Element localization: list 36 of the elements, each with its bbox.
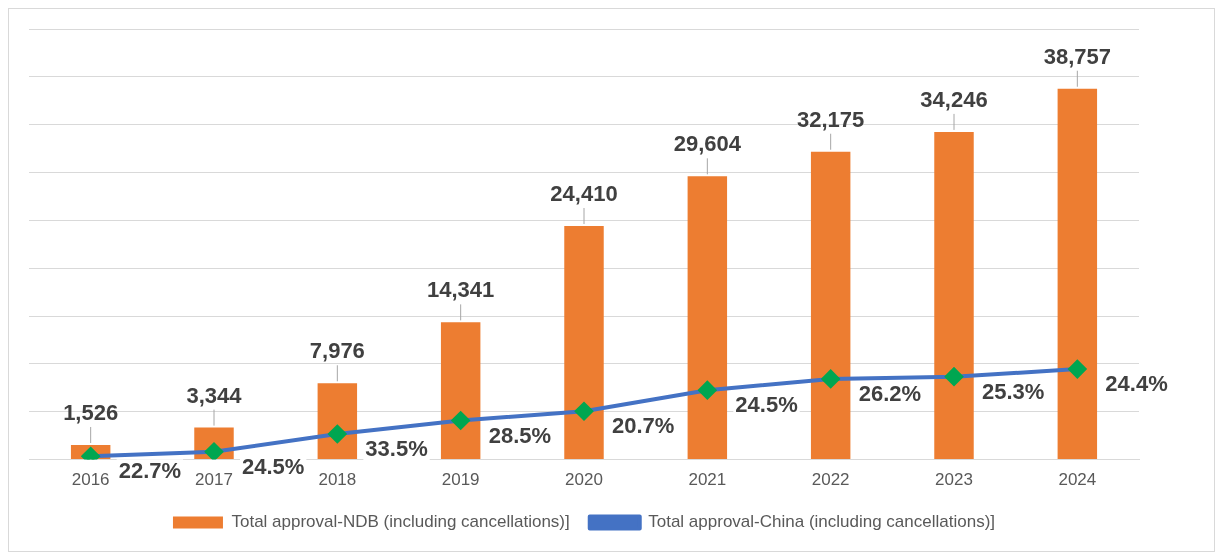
bar (687, 176, 728, 460)
data-label: 29,604 (673, 131, 742, 157)
data-label: 14,341 (427, 277, 495, 303)
annotation: 24.5% (242, 453, 305, 479)
bar (564, 226, 604, 460)
annotation: 22.7% (118, 458, 182, 484)
legend-label: Total approval-NDB (including cancellations)] (231, 512, 570, 532)
x-tick-label: 2021 (688, 470, 727, 490)
annotation: 24.5% (735, 392, 798, 418)
annotation: 33.5% (365, 436, 428, 462)
x-tick-label: 2024 (1058, 470, 1097, 490)
x-tick-label: 2018 (318, 470, 357, 490)
x-tick-label: 2023 (935, 470, 973, 490)
x-tick-label: 2016 (71, 470, 110, 490)
bar (440, 322, 481, 460)
data-label: 32,175 (797, 106, 865, 132)
annotation: 24.4% (1105, 371, 1168, 397)
data-label: 34,246 (920, 86, 988, 112)
legend-label: Total approval-China (including cancellations)] (648, 512, 996, 532)
annotation: 26.2% (858, 381, 922, 406)
bar (934, 131, 974, 460)
annotation: 28.5% (488, 422, 552, 448)
x-tick-label: 2019 (441, 470, 480, 490)
data-label: 24,410 (550, 181, 618, 207)
annotation: 20.7% (612, 413, 675, 439)
x-tick-label: 2022 (811, 470, 850, 490)
bar (1057, 88, 1098, 460)
data-label: 7,976 (309, 338, 365, 364)
data-label: 3,344 (186, 382, 243, 408)
bar (810, 151, 851, 460)
x-tick-label: 2020 (565, 470, 603, 490)
annotation: 25.3% (982, 378, 1045, 404)
bar (317, 383, 358, 460)
x-tick-label: 2017 (195, 470, 233, 490)
data-label: 1,526 (63, 400, 119, 426)
data-label: 38,757 (1043, 43, 1111, 69)
